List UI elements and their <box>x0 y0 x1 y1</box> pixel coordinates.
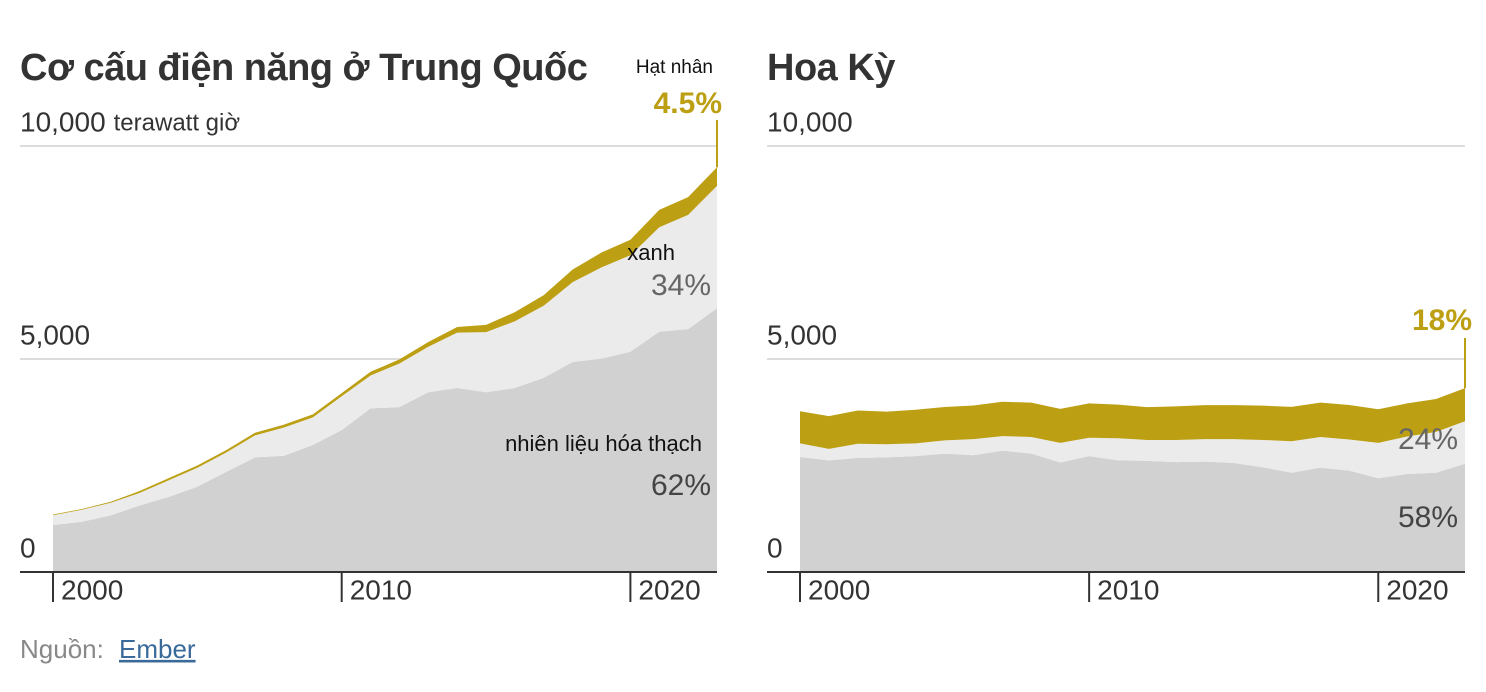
x-tick-label: 2000 <box>808 574 870 605</box>
area <box>800 450 1465 572</box>
source-label: Nguồn: <box>20 634 104 664</box>
share-label: 34% <box>651 269 711 302</box>
share-label: 4.5% <box>654 87 722 120</box>
y-tick-label: 0 <box>767 532 783 563</box>
area <box>53 185 717 526</box>
share-label: 18% <box>1412 304 1472 337</box>
source-link[interactable]: Ember <box>119 634 196 664</box>
area <box>800 421 1465 479</box>
chart-title: Hoa Kỳ <box>767 47 895 89</box>
area <box>800 388 1465 449</box>
x-tick-label: 2000 <box>61 574 123 605</box>
x-tick-label: 2020 <box>1386 574 1448 605</box>
chart-title: Cơ cấu điện năng ở Trung Quốc <box>20 47 588 89</box>
y-tick-label: 10,000 <box>767 106 853 137</box>
share-label: 24% <box>1398 423 1458 456</box>
area <box>53 308 717 572</box>
share-label: 58% <box>1398 501 1458 534</box>
y-tick-label: 0 <box>20 532 36 563</box>
series-label: xanh <box>627 240 675 265</box>
y-tick-label: 5,000 <box>20 319 90 350</box>
series-label: nhiên liệu hóa thạch <box>505 431 702 456</box>
series-label: Hạt nhân <box>636 57 713 78</box>
y-tick-label: 10,000 <box>20 106 106 137</box>
x-tick-label: 2020 <box>638 574 700 605</box>
share-label: 62% <box>651 469 711 502</box>
x-tick-label: 2010 <box>350 574 412 605</box>
y-unit: terawatt giờ <box>114 109 241 136</box>
y-tick-label: 5,000 <box>767 319 837 350</box>
x-tick-label: 2010 <box>1097 574 1159 605</box>
